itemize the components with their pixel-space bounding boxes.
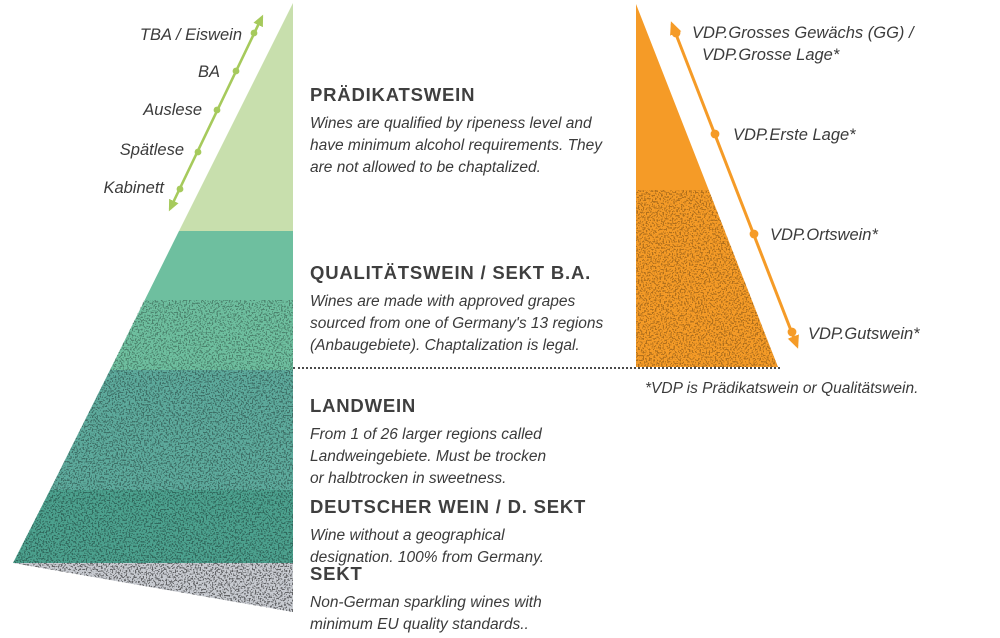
- ripeness-label-ba: BA: [197, 63, 220, 81]
- section-body: Wines are made with approved grapes sour…: [310, 293, 604, 354]
- ripeness-arrow: [168, 14, 264, 212]
- section-landwein: LANDWEIN From 1 of 26 larger regions cal…: [310, 395, 646, 490]
- ripeness-label-auslese: Auslese: [143, 101, 202, 119]
- vdp-arrow-dots: [671, 28, 797, 337]
- dotted-separator-line: [293, 367, 780, 369]
- vdp-label-erste-lage: VDP.Erste Lage*: [733, 126, 856, 144]
- vdp-arrow: [670, 21, 799, 349]
- vdp-label-ortswein: VDP.Ortswein*: [770, 226, 878, 244]
- vdp-label-grosse-lage: VDP.Grosses Gewächs (GG) / VDP.Grosse La…: [692, 22, 914, 66]
- speckle-texture: [13, 300, 293, 612]
- section-sekt: SEKT Non-German sparkling wines with min…: [310, 563, 646, 636]
- section-heading: DEUTSCHER WEIN / D. SEKT: [310, 496, 587, 517]
- ripeness-label-tba-eiswein: TBA / Eiswein: [139, 26, 242, 44]
- quality-pyramid-graphic: [13, 3, 293, 612]
- vdp-label-line2: VDP.Grosse Lage*: [702, 46, 840, 64]
- section-heading: QUALITÄTSWEIN / SEKT B.A.: [310, 262, 592, 283]
- section-praedikatswein: PRÄDIKATSWEIN Wines are qualified by rip…: [310, 84, 646, 179]
- section-deutscher-wein: DEUTSCHER WEIN / D. SEKT Wine without a …: [310, 496, 646, 569]
- section-heading: PRÄDIKATSWEIN: [310, 84, 476, 105]
- vdp-footnote: *VDP is Prädikatswein or Qualitätswein.: [645, 380, 919, 397]
- section-body: Wines are qualified by ripeness level an…: [310, 115, 603, 176]
- section-body: Wine without a geographical designation.…: [310, 527, 545, 566]
- section-body: Non-German sparkling wines with minimum …: [310, 594, 542, 633]
- vdp-pyramid-graphic: [636, 4, 799, 367]
- vdp-label-gutswein: VDP.Gutswein*: [808, 325, 920, 343]
- section-heading: SEKT: [310, 563, 363, 584]
- ripeness-label-kabinett: Kabinett: [103, 179, 164, 197]
- ripeness-arrow-dots: [176, 29, 258, 193]
- ripeness-label-spaetlese: Spätlese: [119, 141, 184, 159]
- section-qualitaetswein: QUALITÄTSWEIN / SEKT B.A. Wines are made…: [310, 262, 646, 357]
- section-body: From 1 of 26 larger regions called Landw…: [310, 426, 547, 487]
- vdp-label-line1: VDP.Grosses Gewächs (GG) /: [692, 24, 914, 42]
- section-heading: LANDWEIN: [310, 395, 417, 416]
- vdp-speckle-texture: [636, 190, 778, 367]
